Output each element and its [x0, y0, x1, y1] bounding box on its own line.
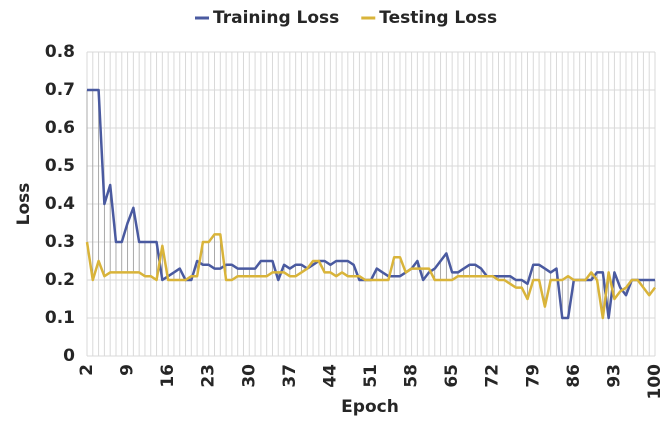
y-axis-title: Loss	[14, 183, 34, 226]
y-tick-label: 0.8	[45, 42, 75, 62]
y-tick-label: 0.7	[45, 80, 75, 100]
y-tick-label: 0	[63, 346, 75, 366]
x-tick-label: 2	[77, 364, 97, 376]
y-tick-label: 0.5	[45, 156, 75, 176]
y-tick-label: 0.3	[45, 232, 75, 252]
x-tick-label: 51	[361, 364, 381, 388]
legend-label: Training Loss	[213, 8, 339, 28]
x-tick-label: 23	[199, 364, 219, 388]
legend-label: Testing Loss	[379, 8, 497, 28]
x-tick-label: 9	[118, 364, 138, 376]
x-tick-label: 30	[239, 364, 259, 388]
x-tick-label: 100	[645, 364, 665, 400]
x-tick-label: 79	[523, 364, 543, 388]
x-axis-title: Epoch	[341, 397, 399, 417]
y-tick-label: 0.2	[45, 270, 75, 290]
x-tick-label: 65	[442, 364, 462, 388]
x-tick-label: 58	[402, 364, 422, 388]
x-tick-label: 86	[564, 364, 584, 388]
y-tick-label: 0.1	[45, 308, 75, 328]
y-tick-label: 0.6	[45, 118, 75, 138]
x-tick-label: 16	[158, 364, 178, 388]
x-tick-label: 72	[483, 364, 503, 388]
x-tick-label: 37	[280, 364, 300, 388]
x-tick-label: 44	[320, 364, 340, 388]
x-tick-label: 93	[604, 364, 624, 388]
series-line	[85, 233, 656, 320]
y-tick-label: 0.4	[45, 194, 75, 214]
